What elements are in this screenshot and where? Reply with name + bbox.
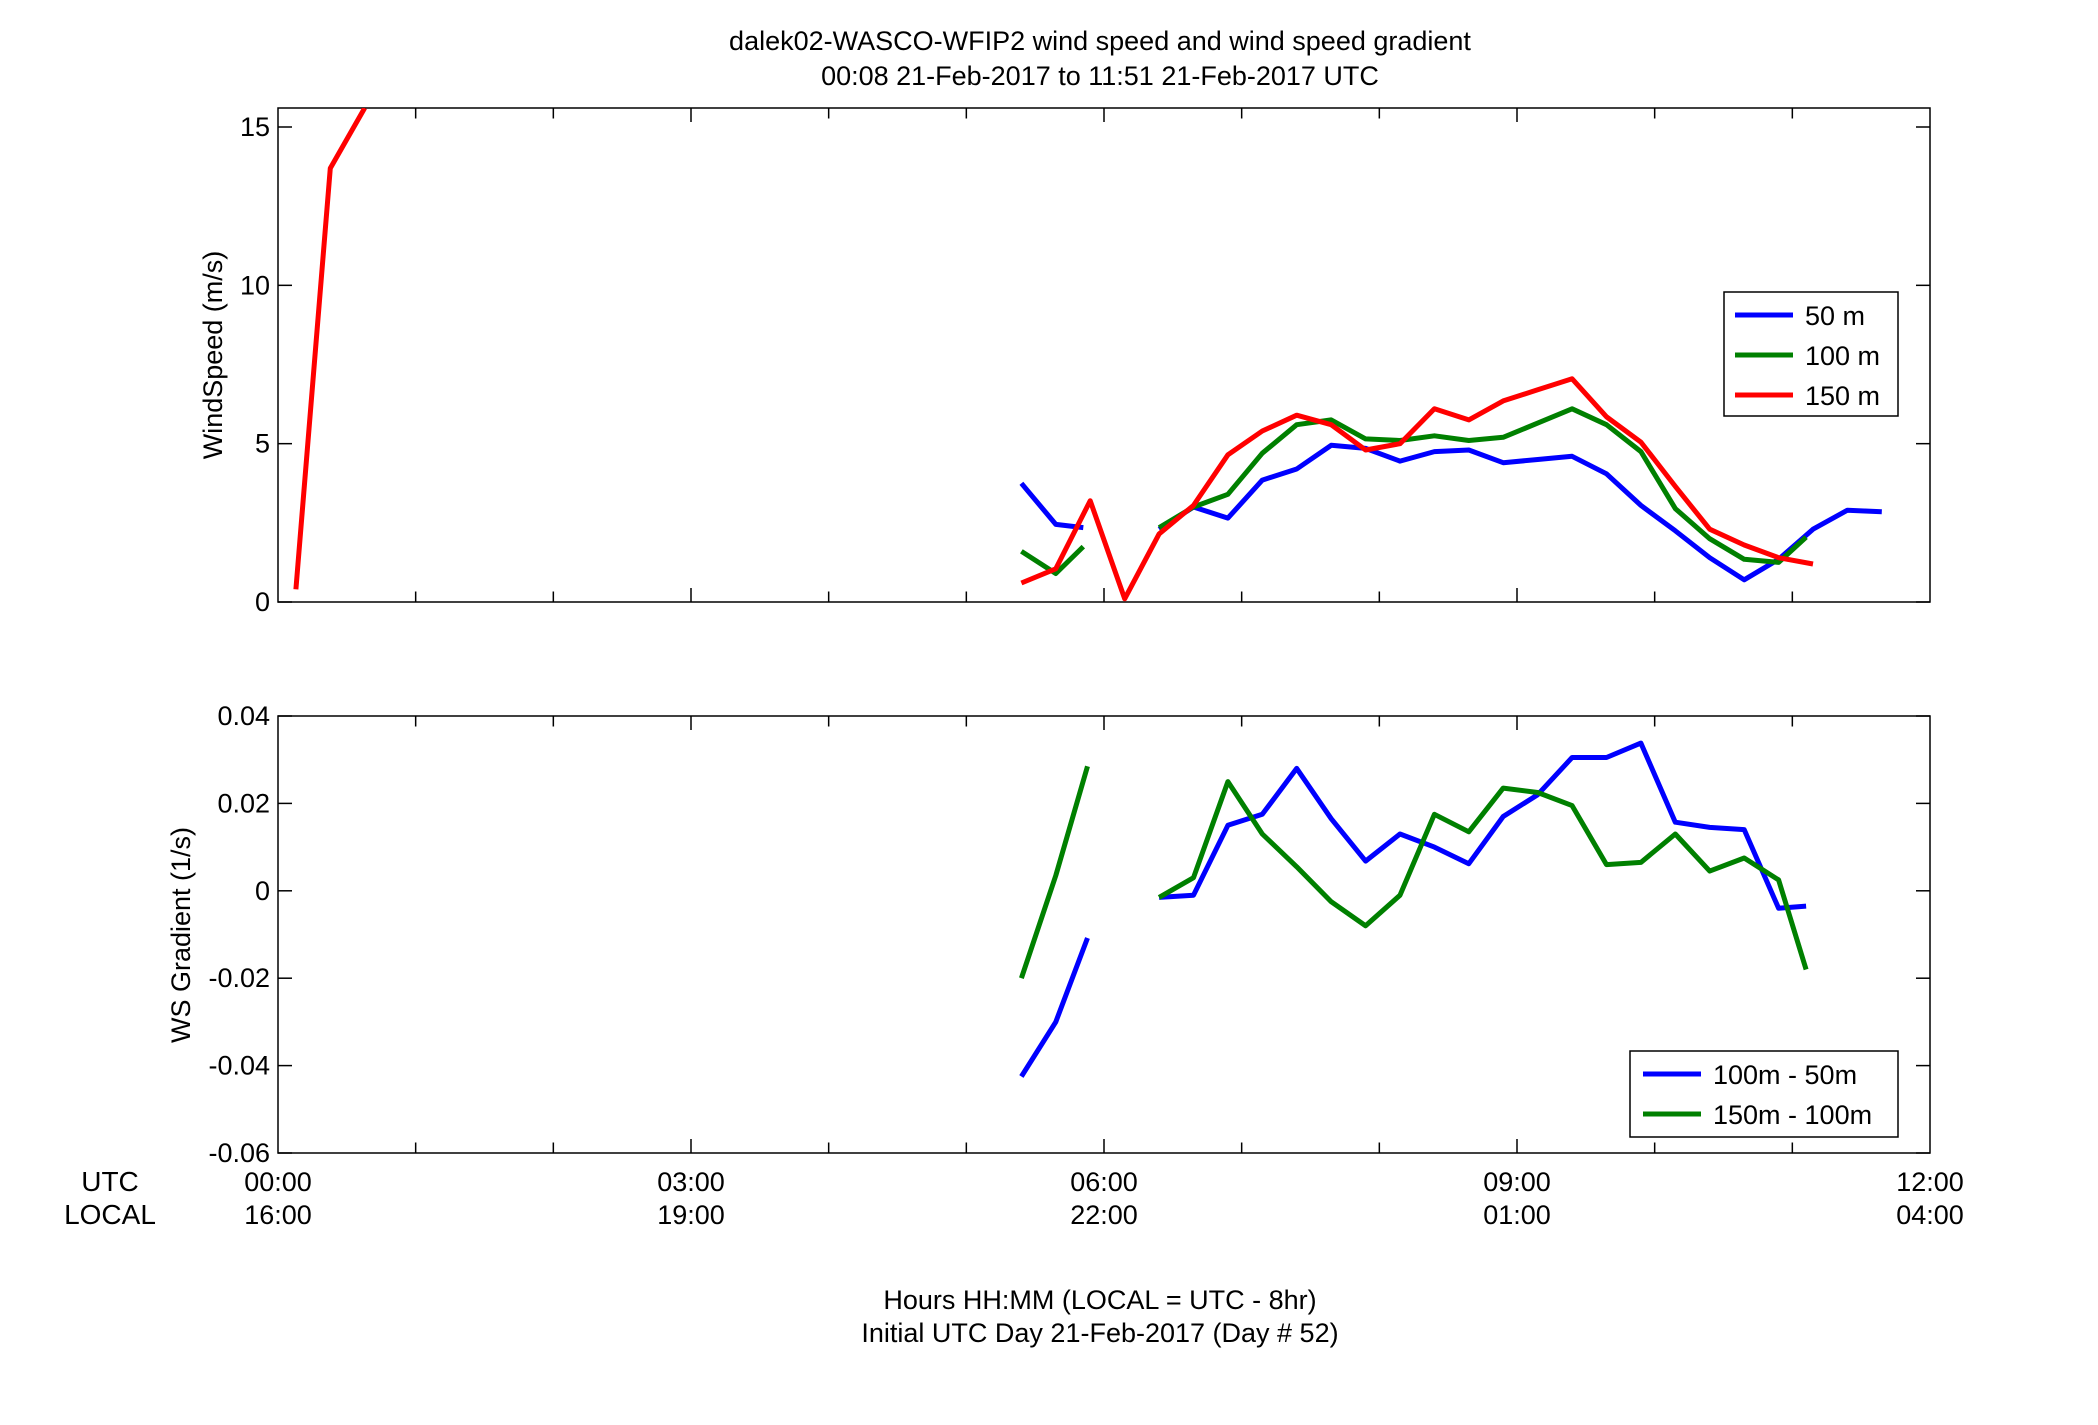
- x-tick-label-utc: 00:00: [244, 1167, 312, 1197]
- gradient-series-line-150m-100m: [1019, 765, 1090, 979]
- wind-speed-panel: 0 5 10 15 WindSpeed (m/s) 50 m 100 m 150 m: [198, 107, 1931, 617]
- legend-label-150m: 150 m: [1805, 381, 1880, 411]
- gradient-series: [1019, 740, 1809, 1078]
- x-tick-label-utc: 03:00: [657, 1167, 725, 1197]
- y-tick-label: 10: [240, 270, 270, 300]
- gradient-ylabel: WS Gradient (1/s): [166, 827, 196, 1043]
- y-tick-label: -0.02: [208, 963, 270, 993]
- y-tick-label: -0.04: [208, 1051, 270, 1081]
- wind-speed-series-line-100m: [1020, 544, 1086, 576]
- x-tick-label-local: 19:00: [657, 1200, 725, 1230]
- y-tick-label: 0: [255, 876, 270, 906]
- gradient-series-line-100m-50m: [1019, 937, 1090, 1078]
- wind-speed-series: [293, 108, 1882, 602]
- x-tick-label-utc: 09:00: [1483, 1167, 1551, 1197]
- wind-speed-series-line-100m: [1157, 406, 1808, 565]
- wind-speed-y-ticks: 0 5 10 15: [240, 112, 1930, 617]
- legend-label-50m: 50 m: [1805, 301, 1865, 331]
- row-label-utc: UTC: [81, 1166, 139, 1197]
- x-axis-label-line2: Initial UTC Day 21-Feb-2017 (Day # 52): [861, 1318, 1338, 1348]
- gradient-legend-box: [1629, 1050, 1899, 1138]
- x-tick-label-local: 04:00: [1896, 1200, 1964, 1230]
- legend-label-100m: 100 m: [1805, 341, 1880, 371]
- wind-speed-series-line-50m: [1157, 442, 1882, 583]
- y-tick-label: 15: [240, 112, 270, 142]
- wind-speed-axes-frame: [277, 107, 1931, 603]
- x-tick-label-local: 01:00: [1483, 1200, 1551, 1230]
- row-label-local: LOCAL: [64, 1199, 156, 1230]
- wind-speed-x-ticks: [414, 108, 1794, 602]
- legend-label-100m-50m: 100m - 50m: [1713, 1060, 1857, 1090]
- gradient-x-ticks: [414, 716, 1794, 1153]
- y-tick-label: 0.04: [217, 701, 270, 731]
- wind-speed-series-line-150m: [293, 108, 367, 590]
- x-tick-label-local: 16:00: [244, 1200, 312, 1230]
- y-tick-label: 0.02: [217, 788, 270, 818]
- gradient-series-line-150m-100m: [1157, 779, 1809, 971]
- wind-speed-legend: 50 m 100 m 150 m: [1723, 291, 1899, 417]
- wind-speed-series-line-50m: [1019, 481, 1084, 531]
- x-axis-label-line1: Hours HH:MM (LOCAL = UTC - 8hr): [883, 1285, 1316, 1315]
- x-tick-label-utc: 06:00: [1070, 1167, 1138, 1197]
- legend-label-150m-100m: 150m - 100m: [1713, 1100, 1872, 1130]
- wind-speed-ylabel: WindSpeed (m/s): [198, 251, 228, 460]
- x-tick-label-local: 22:00: [1070, 1200, 1138, 1230]
- y-tick-label: 5: [255, 429, 270, 459]
- gradient-panel: -0.06 -0.04 -0.02 0 0.02 0.04 WS Gradient (1/…: [166, 701, 1931, 1168]
- gradient-y-ticks: -0.06 -0.04 -0.02 0 0.02 0.04: [208, 701, 1930, 1168]
- gradient-series-line-100m-50m: [1158, 740, 1807, 911]
- figure-title-line2: 00:08 21-Feb-2017 to 11:51 21-Feb-2017 U…: [821, 61, 1379, 91]
- x-tick-label-utc: 12:00: [1896, 1167, 1964, 1197]
- gradient-legend: 100m - 50m 150m - 100m: [1629, 1050, 1899, 1138]
- wind-speed-series-line-150m: [1020, 376, 1814, 602]
- y-tick-label: -0.06: [208, 1138, 270, 1168]
- y-tick-label: 0: [255, 587, 270, 617]
- figure-title-line1: dalek02-WASCO-WFIP2 wind speed and wind …: [729, 26, 1471, 56]
